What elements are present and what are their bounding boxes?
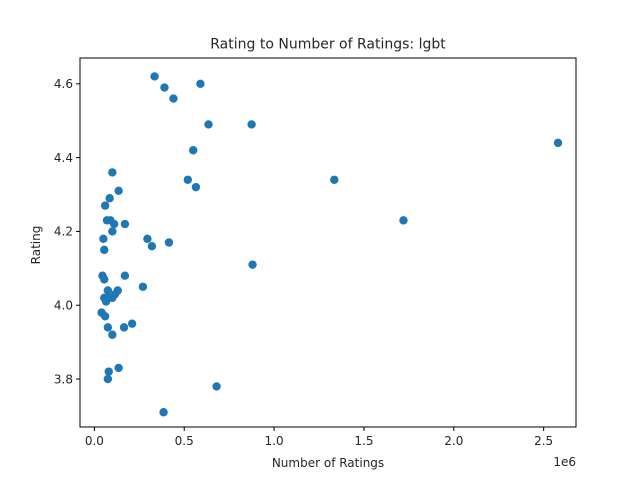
x-tick-label: 1.0 [265, 434, 284, 448]
points-layer [97, 72, 563, 417]
data-point [212, 382, 221, 391]
x-tick-label: 1.5 [354, 434, 373, 448]
data-point [103, 374, 113, 384]
data-point [143, 234, 152, 244]
axes-layer: 0.0 0.5 1.0 1.5 2.0 2.5 3.8 4.0 4.2 4.4 4.6 [54, 57, 577, 448]
x-offset-text: 1e6 [553, 455, 576, 469]
y-tick-label: 3.8 [54, 372, 73, 386]
data-point [104, 293, 113, 303]
data-point [114, 186, 123, 196]
data-point [100, 245, 109, 255]
data-point [108, 330, 117, 339]
y-tick-label: 4.2 [54, 225, 73, 239]
data-point [103, 323, 113, 332]
data-point [100, 275, 109, 284]
y-axis-label: Rating [29, 226, 43, 265]
data-point [147, 241, 157, 251]
y-tick-label: 4.0 [54, 299, 73, 313]
data-point [104, 367, 113, 376]
data-point [160, 83, 169, 92]
data-point [183, 175, 193, 184]
data-point [109, 219, 119, 229]
data-point [169, 94, 178, 103]
x-axis-label: Number of Ratings [272, 456, 384, 470]
x-tick-label: 2.0 [444, 434, 463, 448]
data-point [108, 227, 117, 236]
data-point [399, 216, 408, 225]
data-point [99, 234, 108, 244]
y-tick-label: 4.6 [54, 77, 73, 91]
data-point [120, 271, 130, 280]
x-tick-label: 2.5 [534, 434, 553, 448]
data-point [150, 72, 159, 81]
x-tick-label: 0.0 [85, 434, 104, 448]
data-point [189, 146, 198, 155]
data-point [330, 175, 339, 184]
data-point [553, 138, 563, 148]
data-point [204, 120, 213, 129]
data-point [196, 79, 205, 89]
y-tick-label: 4.4 [54, 151, 73, 165]
data-point [114, 363, 123, 373]
x-tick-label: 0.5 [175, 434, 194, 448]
data-point [120, 219, 130, 229]
data-point [164, 238, 174, 247]
data-point [110, 289, 120, 299]
data-point [105, 194, 114, 203]
data-point [248, 260, 257, 269]
data-point [103, 286, 113, 295]
data-point [127, 319, 137, 328]
data-point [247, 120, 256, 129]
data-point [100, 312, 110, 321]
data-point [191, 182, 201, 192]
plot-frame [79, 57, 577, 428]
data-point [119, 323, 129, 332]
data-point [100, 201, 110, 210]
chart-title: Rating to Number of Ratings: lgbt [210, 37, 446, 53]
data-point [138, 282, 148, 291]
data-point [108, 168, 117, 177]
data-point [159, 408, 168, 417]
